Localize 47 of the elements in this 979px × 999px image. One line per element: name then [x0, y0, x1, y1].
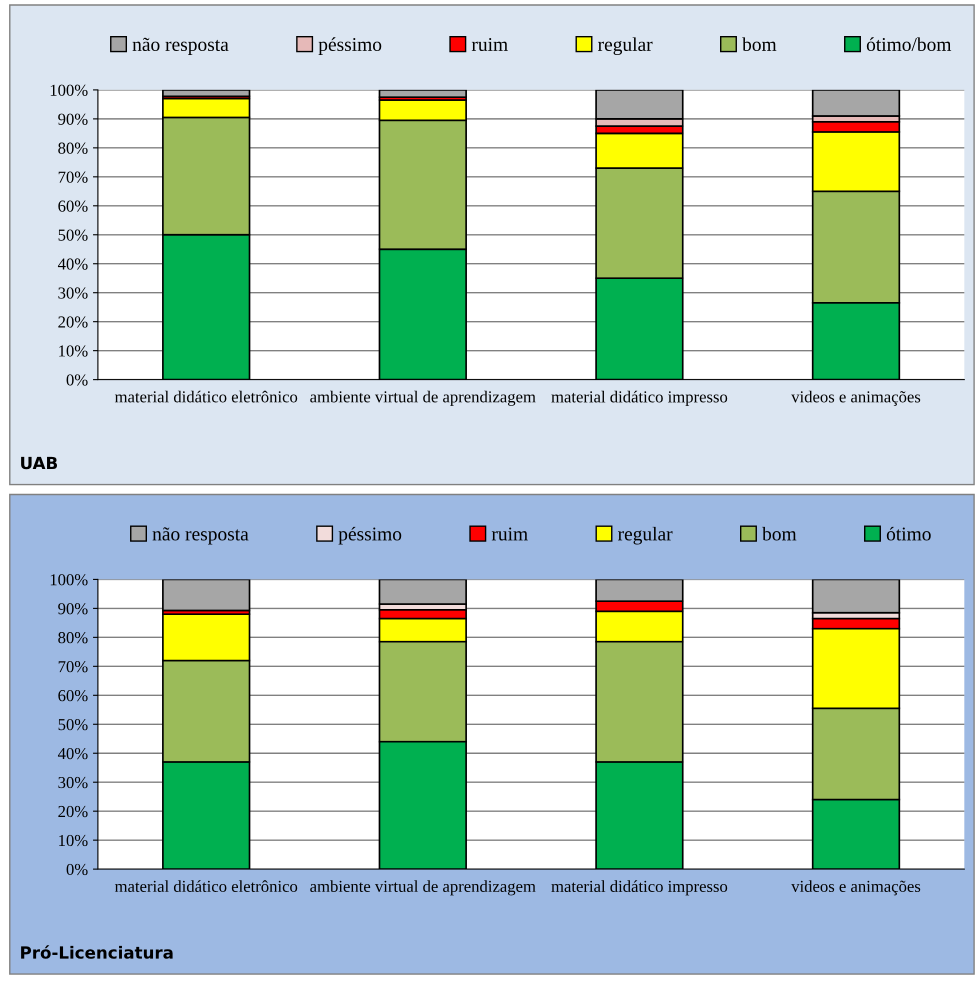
bar [162, 90, 250, 98]
legend-label: péssimo [338, 526, 402, 544]
y-tick-label: 60% [58, 200, 88, 212]
x-tick-label: ambiente virtual de aprendizagem [310, 880, 536, 896]
bar [378, 90, 467, 98]
bar [162, 579, 250, 612]
y-tick-label: 60% [58, 690, 88, 702]
x-tick-label: material didático eletrônico [114, 880, 298, 892]
legend-label: não resposta [132, 38, 229, 55]
x-tick-label: material didático impresso [551, 880, 728, 896]
x-tick-label: videos e animações [791, 390, 920, 406]
y-tick-label: 80% [58, 142, 88, 154]
legend-label: péssimo [318, 37, 382, 55]
legend-label: ótimo/bom [866, 37, 952, 52]
text: Pró-Licenciatura [21, 945, 173, 959]
legend-label: regular [598, 37, 652, 56]
legend-label: não resposta [152, 527, 249, 544]
y-tick-label: 70% [58, 661, 88, 672]
y-tick-label: 80% [58, 632, 88, 644]
y-tick-label: 20% [58, 806, 88, 818]
y-tick-label: 50% [58, 718, 88, 730]
legend-label: ruim [472, 38, 508, 52]
y-tick-label: 100% [50, 84, 88, 96]
y-tick-label: 10% [59, 345, 88, 357]
y-tick-label: 50% [58, 229, 88, 241]
x-tick-label: material didático eletrônico [114, 390, 298, 402]
y-tick-label: 70% [58, 172, 88, 183]
text: UAB [21, 456, 58, 470]
legend-label: ruim [492, 527, 528, 541]
y-tick-label: 100% [50, 574, 88, 586]
y-tick-label: 90% [58, 603, 88, 614]
legend-label: bom [742, 37, 776, 52]
y-tick-label: 0% [66, 374, 88, 386]
y-tick-label: 30% [58, 776, 88, 788]
legend-label: bom [762, 526, 796, 541]
x-tick-label: ambiente virtual de aprendizagem [310, 390, 536, 406]
y-tick-label: 20% [58, 316, 88, 328]
y-tick-label: 30% [58, 287, 88, 299]
legend-label: regular [618, 526, 672, 545]
y-tick-label: 10% [59, 834, 88, 846]
x-tick-label: videos e animações [791, 880, 920, 896]
y-tick-label: 40% [58, 748, 88, 760]
y-tick-label: 40% [58, 258, 88, 270]
x-tick-label: material didático impresso [551, 390, 728, 406]
y-tick-label: 90% [58, 114, 88, 125]
y-tick-label: 0% [66, 864, 88, 876]
legend-label: ótimo [886, 526, 931, 541]
